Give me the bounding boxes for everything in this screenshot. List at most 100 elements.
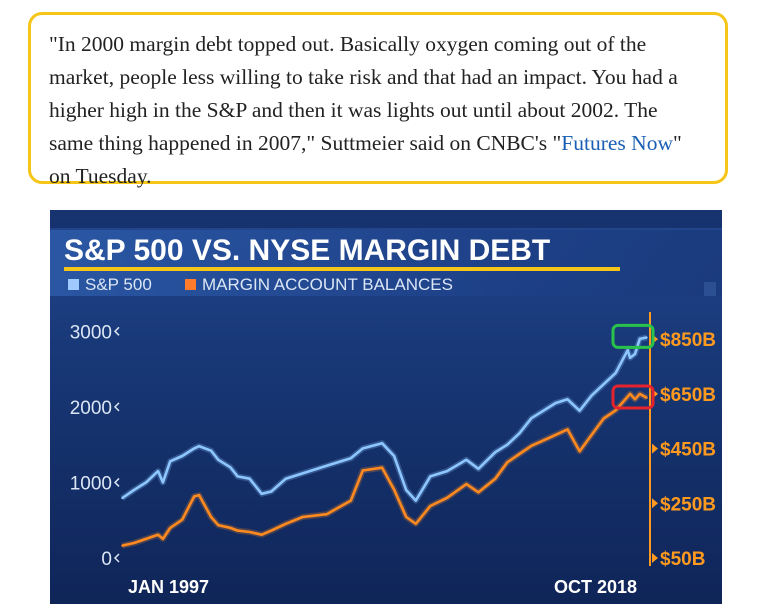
- left-tick-mark: [113, 553, 120, 563]
- sp500-series-point: [169, 460, 171, 463]
- margin-series-point: [381, 466, 383, 469]
- sp500-series-point: [393, 455, 395, 457]
- legend-swatch-sp500: [68, 279, 79, 290]
- sp500-series-point: [626, 349, 629, 351]
- left-tick-mark: [113, 477, 120, 487]
- margin-series-point: [301, 516, 304, 518]
- margin-series-point: [626, 395, 629, 398]
- margin-series-point: [285, 523, 287, 525]
- margin-series-point: [193, 495, 195, 498]
- right-tick-label: $850B: [660, 330, 716, 351]
- right-y-axis: $50B $250B $450B $650B $850B: [649, 312, 716, 570]
- margin-series-point: [145, 538, 147, 540]
- margin-series-point: [169, 527, 171, 529]
- margin-series-point: [362, 469, 364, 472]
- right-tick-label: $450B: [660, 440, 716, 461]
- chart-top-strip: [50, 210, 722, 228]
- x-start-label: JAN 1997: [128, 577, 209, 597]
- quote-text: "In 2000 margin debt topped out. Basical…: [49, 32, 678, 155]
- margin-series-point: [217, 524, 220, 526]
- sp500-series-point: [362, 447, 364, 450]
- margin-series-point: [639, 393, 641, 395]
- margin-series-point: [121, 544, 123, 547]
- margin-series-point: [477, 491, 480, 494]
- margin-series-point: [602, 417, 605, 420]
- margin-series-point: [429, 505, 432, 507]
- left-tick-mark: [113, 326, 120, 336]
- margin-series-point: [506, 461, 509, 464]
- sp500-series-point: [429, 475, 432, 478]
- sp500-series-point: [217, 459, 220, 461]
- legend-swatch-margin: [185, 279, 196, 290]
- sp500-series-point: [405, 489, 408, 491]
- margin-series-point: [415, 523, 417, 525]
- margin-series-point: [260, 533, 263, 536]
- sp500-series-point: [198, 445, 200, 447]
- sp500-series-point: [506, 443, 509, 446]
- sp500-series-point: [248, 477, 251, 480]
- right-tick-mark: [652, 553, 658, 563]
- margin-series-point: [236, 529, 239, 532]
- margin-series-point: [542, 439, 545, 442]
- sp500-series-point: [629, 357, 631, 359]
- margin-series-point: [465, 483, 468, 485]
- legend-label-sp500: S&P 500: [85, 275, 152, 294]
- sp500-series-point: [639, 338, 641, 340]
- sp500-series-point: [634, 353, 636, 355]
- sp500-series-point: [566, 398, 569, 401]
- sp500-series-point: [285, 477, 287, 480]
- margin-series-point: [325, 513, 328, 515]
- sp500-series-point: [260, 493, 263, 495]
- margin-series-point: [229, 527, 232, 529]
- chart-title: S&P 500 VS. NYSE MARGIN DEBT: [64, 234, 550, 267]
- margin-series-point: [198, 494, 200, 496]
- margin-series-point: [518, 453, 521, 455]
- quote-text-end: " on Tuesday.: [49, 131, 682, 188]
- sp500-series-point: [578, 409, 581, 412]
- header-corner-block: [704, 282, 716, 296]
- margin-peak-highlight: [611, 384, 655, 410]
- margin-series-point: [554, 434, 557, 436]
- sp500-series-point: [133, 489, 135, 491]
- margin-series-point: [181, 518, 183, 521]
- left-tick-label: 2000: [70, 398, 112, 419]
- sp500-series-point: [554, 402, 557, 404]
- sp500-series-point: [350, 457, 352, 460]
- sp500-series-point: [193, 447, 195, 450]
- sp500-series-point: [494, 451, 497, 453]
- sp500-series-point: [602, 383, 605, 385]
- margin-series-point: [162, 538, 164, 540]
- title-underline: [64, 267, 620, 271]
- sp500-series-point: [590, 394, 593, 397]
- sp500-series-point: [646, 336, 648, 339]
- sp500-series-point: [381, 442, 383, 444]
- sp500-series-point: [614, 372, 617, 374]
- margin-series-point: [629, 393, 631, 395]
- margin-series-point: [446, 497, 448, 499]
- sp500-series-point: [446, 470, 448, 472]
- sp500-series-point: [270, 490, 273, 493]
- margin-series-point: [350, 499, 352, 502]
- right-tick-mark: [652, 498, 658, 509]
- futures-now-link[interactable]: Futures Now: [561, 131, 673, 155]
- sp500-series-point: [542, 409, 545, 412]
- series-layer: [120, 323, 655, 549]
- margin-series-point: [530, 445, 533, 447]
- margin-series-point: [405, 516, 408, 518]
- sp500-series-point: [477, 468, 480, 470]
- left-tick-label: 1000: [70, 473, 112, 494]
- right-tick-label: $650B: [660, 385, 716, 406]
- right-tick-label: $250B: [660, 494, 716, 515]
- right-tick-label: $50B: [660, 549, 705, 570]
- sp500-series-point: [145, 481, 147, 484]
- x-end-label: OCT 2018: [554, 577, 637, 597]
- sp500-series-point: [301, 472, 304, 475]
- chart-svg: S&P 500 VS. NYSE MARGIN DEBT S&P 500 MAR…: [50, 210, 722, 604]
- left-tick-mark: [113, 402, 120, 412]
- chart-image: S&P 500 VS. NYSE MARGIN DEBT S&P 500 MAR…: [50, 210, 722, 604]
- margin-series-point: [634, 398, 636, 401]
- sp500-series-point: [530, 417, 533, 419]
- margin-series-point: [590, 434, 593, 436]
- sp500-series-point: [121, 497, 123, 500]
- margin-series-point: [494, 477, 497, 480]
